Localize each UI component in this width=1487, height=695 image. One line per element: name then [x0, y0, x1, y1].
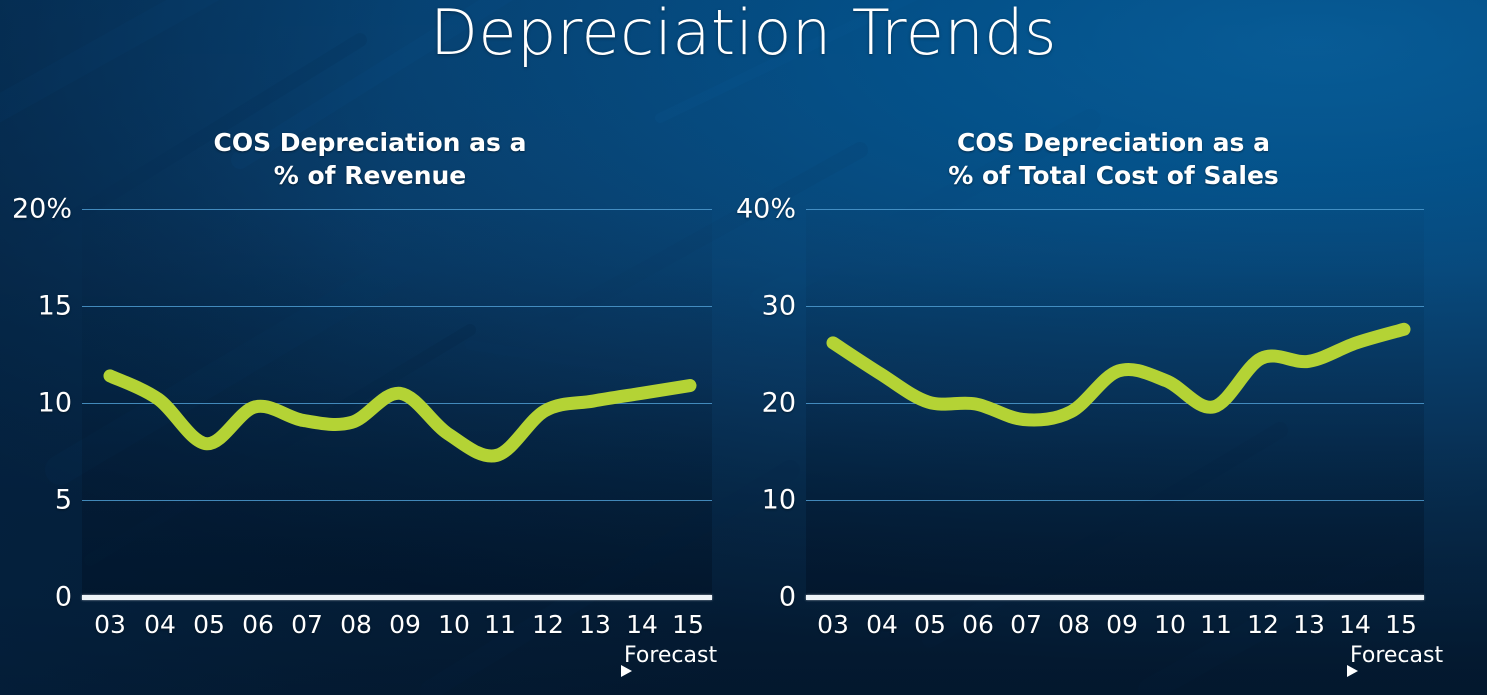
x-tick-label: 15 — [672, 610, 704, 639]
x-axis-labels-revenue: 03 04 05 06 07 08 09 10 11 12 13 14 15 — [82, 610, 712, 644]
x-tick-label: 03 — [817, 610, 849, 639]
chart-title-revenue: COS Depreciation as a % of Revenue — [0, 126, 740, 192]
chart-panel-cost-of-sales: COS Depreciation as a % of Total Cost of… — [736, 0, 1487, 695]
gridline-40 — [806, 209, 1424, 210]
x-tick-label: 04 — [144, 610, 176, 639]
x-tick-label: 09 — [389, 610, 421, 639]
chart-panel-revenue: COS Depreciation as a % of Revenue 20% 1… — [0, 0, 740, 695]
y-axis-labels-cost-of-sales: 40% 30 20 10 0 — [732, 194, 796, 613]
y-axis-labels-revenue: 20% 15 10 5 0 — [0, 194, 72, 613]
x-tick-label: 13 — [1293, 610, 1325, 639]
plot-area-cost-of-sales — [806, 209, 1424, 600]
x-tick-label: 11 — [484, 610, 516, 639]
x-tick-label: 05 — [914, 610, 946, 639]
x-axis-baseline — [82, 595, 712, 600]
chart-title-line1: COS Depreciation as a — [957, 128, 1270, 157]
x-axis-labels-cost-of-sales: 03 04 05 06 07 08 09 10 11 12 13 14 15 — [806, 610, 1424, 644]
y-tick-label: 20% — [11, 193, 72, 225]
gridline-20 — [82, 209, 712, 210]
series-line-cost-of-sales — [826, 322, 1411, 427]
x-tick-label: 05 — [193, 610, 225, 639]
x-tick-label: 07 — [291, 610, 323, 639]
y-tick-label: 10 — [761, 484, 796, 516]
x-tick-label: 06 — [962, 610, 994, 639]
forecast-label: Forecast — [624, 643, 718, 668]
series-line-revenue — [103, 369, 697, 463]
x-tick-label: 11 — [1200, 610, 1232, 639]
y-tick-label: 30 — [761, 290, 796, 322]
x-tick-label: 15 — [1385, 610, 1417, 639]
x-tick-label: 07 — [1010, 610, 1042, 639]
y-tick-label: 5 — [54, 484, 72, 516]
y-tick-label: 20 — [761, 387, 796, 419]
x-tick-label: 14 — [1339, 610, 1371, 639]
x-tick-label: 08 — [340, 610, 372, 639]
page-title: Depreciation Trends — [430, 0, 1057, 69]
x-tick-label: 13 — [579, 610, 611, 639]
x-tick-label: 06 — [242, 610, 274, 639]
x-tick-label: 14 — [626, 610, 658, 639]
forecast-label: Forecast — [1350, 643, 1444, 668]
x-tick-label: 12 — [532, 610, 564, 639]
gridline-5 — [82, 500, 712, 501]
x-tick-label: 12 — [1247, 610, 1279, 639]
y-tick-label: 0 — [778, 581, 796, 613]
chart-title-line1: COS Depreciation as a — [213, 128, 527, 157]
x-tick-label: 10 — [438, 610, 470, 639]
gridline-10 — [806, 500, 1424, 501]
plot-area-revenue — [82, 209, 712, 600]
chart-title-line2: % of Revenue — [273, 161, 467, 190]
x-tick-label: 09 — [1106, 610, 1138, 639]
x-tick-label: 03 — [94, 610, 126, 639]
x-tick-label: 08 — [1058, 610, 1090, 639]
x-tick-label: 04 — [866, 610, 898, 639]
x-axis-baseline — [806, 595, 1424, 600]
forecast-annotation-revenue: Forecast — [621, 643, 718, 677]
y-tick-label: 0 — [54, 581, 72, 613]
chart-title-line2: % of Total Cost of Sales — [948, 161, 1279, 190]
gridline-30 — [806, 306, 1424, 307]
gridline-10 — [82, 403, 712, 404]
y-tick-label: 10 — [37, 387, 72, 419]
gridline-20 — [806, 403, 1424, 404]
y-tick-label: 40% — [735, 193, 796, 225]
y-tick-label: 15 — [37, 290, 72, 322]
x-tick-label: 10 — [1154, 610, 1186, 639]
forecast-annotation-cost-of-sales: Forecast — [1347, 643, 1444, 677]
gridline-15 — [82, 306, 712, 307]
chart-title-cost-of-sales: COS Depreciation as a % of Total Cost of… — [740, 126, 1487, 192]
